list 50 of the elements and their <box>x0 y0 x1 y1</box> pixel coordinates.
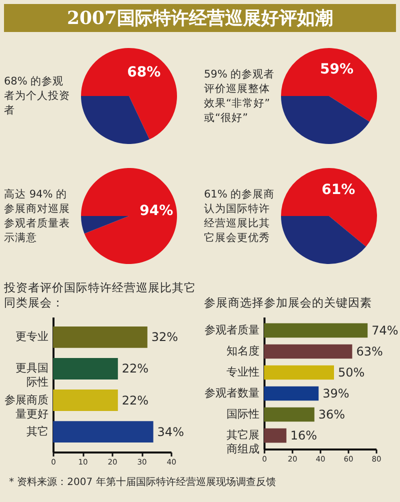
bar <box>264 428 286 443</box>
data-label: 36% <box>318 408 346 422</box>
y-tick-label: 参观者质量 <box>204 323 260 336</box>
text: 59% 的参观者评价巡展整体效果“非常好”或“很好” <box>204 67 275 124</box>
data-label: 50% <box>338 365 365 380</box>
y-tick-label: 专业性 <box>226 365 260 378</box>
data-label: 59% <box>320 61 354 78</box>
data-label: 63% <box>356 344 383 358</box>
text: * 资料来源：2007 年第十届国际特许经营巡展现场调查反馈 <box>9 476 276 488</box>
data-label: 22% <box>122 393 149 408</box>
data-label: 32% <box>151 330 178 344</box>
pie-slice <box>281 48 377 122</box>
y-tick-label: 国际性 <box>226 408 260 421</box>
bar <box>264 344 352 359</box>
text: 高达 94% 的参展商对巡展参观者质量表示满意 <box>4 187 70 244</box>
y-tick-label: 参展商质量更好 <box>4 393 48 420</box>
data-label: 94% <box>140 202 174 219</box>
data-label: 68% <box>127 64 161 80</box>
data-label: 34% <box>157 424 184 439</box>
y-tick-label: 知名度 <box>226 344 260 358</box>
data-label: 61% <box>322 182 356 198</box>
bar <box>264 323 368 338</box>
chart-title: 参展商选择参加展会的关键因素 <box>204 296 372 310</box>
data-label: 74% <box>372 323 398 338</box>
chart-title: 投资者评价国际特许经营巡展比其它同类展会： <box>3 280 196 310</box>
data-label: 16% <box>290 428 318 443</box>
y-tick-label: 参观者数量 <box>204 386 260 400</box>
bar <box>264 407 314 422</box>
bar <box>53 421 154 443</box>
text: 61% 的参展商认为国际特许经营巡展比其它展会更优秀 <box>204 187 275 244</box>
pie-slice <box>81 168 177 264</box>
pie-slice <box>81 48 177 140</box>
y-tick-label: 其它展商组成 <box>226 428 260 456</box>
bar <box>53 326 148 348</box>
data-label: 22% <box>122 362 149 376</box>
y-tick-label: 其它 <box>26 424 48 438</box>
pie-slice <box>81 96 150 144</box>
pie-slice <box>281 168 377 247</box>
pie-slice <box>281 96 370 144</box>
bar <box>264 386 319 401</box>
text: 2007国际特许经营巡展好评如潮 <box>66 8 334 29</box>
text: 68% 的参观者为个人投资者 <box>4 74 70 116</box>
pie-slice <box>281 216 366 264</box>
bar <box>53 390 118 411</box>
data-label: 39% <box>322 386 350 401</box>
bar <box>53 358 118 380</box>
y-tick-label: 更具国际性 <box>16 362 48 389</box>
y-tick-label: 更专业 <box>16 330 48 344</box>
bar <box>264 365 334 380</box>
pie-slice <box>81 216 129 234</box>
